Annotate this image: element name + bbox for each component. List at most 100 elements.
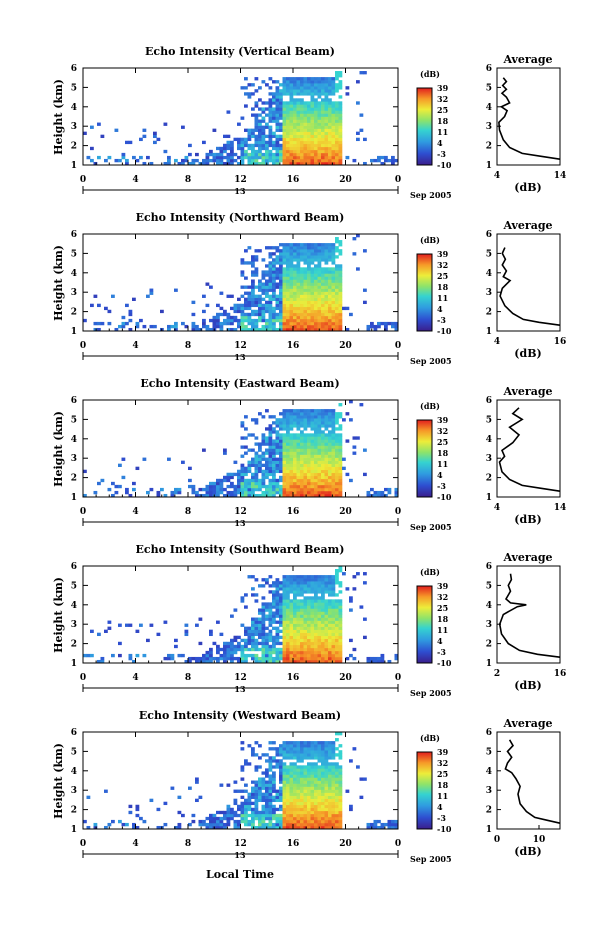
y-tick-label: 2 bbox=[71, 308, 77, 318]
heatmap-cell bbox=[310, 149, 315, 154]
heatmap-cell bbox=[324, 116, 329, 120]
heatmap-cell bbox=[212, 484, 217, 489]
heatmap-cell bbox=[286, 590, 290, 594]
heatmap-cell bbox=[324, 134, 329, 139]
heatmap-cell bbox=[286, 258, 290, 262]
heatmap-cell bbox=[338, 324, 343, 329]
heatmap-cell bbox=[300, 134, 304, 139]
heatmap-cell bbox=[216, 819, 220, 824]
heatmap-cell bbox=[324, 801, 329, 806]
heatmap-cell bbox=[317, 804, 322, 809]
heatmap-cell bbox=[328, 321, 332, 326]
heatmap-cell bbox=[328, 741, 332, 745]
heatmap-cell bbox=[335, 291, 339, 295]
heatmap-cell bbox=[331, 451, 336, 455]
heatmap-cell bbox=[258, 756, 262, 760]
heatmap-cell bbox=[317, 611, 322, 615]
heatmap-cell bbox=[366, 324, 371, 329]
heatmap-cell bbox=[335, 104, 339, 108]
heatmap-cell bbox=[300, 249, 304, 253]
heatmap-cell bbox=[314, 297, 318, 301]
heatmap-cell bbox=[261, 617, 266, 621]
heatmap-cell bbox=[286, 418, 290, 422]
heatmap-cell bbox=[300, 312, 304, 317]
heatmap-cell bbox=[324, 92, 329, 96]
heatmap-cell bbox=[282, 101, 287, 105]
heatmap-cell bbox=[289, 267, 294, 271]
heatmap-cell bbox=[314, 309, 318, 314]
heatmap-cell bbox=[310, 798, 315, 803]
heatmap-cell bbox=[296, 309, 301, 314]
heatmap-cell bbox=[226, 146, 231, 151]
heatmap-cell bbox=[149, 487, 154, 492]
heatmap-cell bbox=[230, 484, 234, 489]
heatmap-cell bbox=[314, 656, 318, 661]
x-tick-label: 20 bbox=[339, 839, 352, 849]
heatmap-cell bbox=[216, 825, 220, 830]
heatmap-cell bbox=[282, 77, 287, 81]
heatmap-cell bbox=[328, 481, 332, 486]
heatmap-cell bbox=[296, 644, 301, 649]
heatmap-cell bbox=[293, 641, 297, 646]
heatmap-cell bbox=[107, 822, 112, 827]
heatmap-cell bbox=[188, 478, 192, 483]
heatmap-cell bbox=[268, 490, 273, 495]
heatmap-cell bbox=[118, 484, 122, 489]
heatmap-cell bbox=[237, 143, 241, 148]
heatmap-cell bbox=[286, 243, 290, 247]
y-tick-label: 5 bbox=[71, 83, 77, 93]
heatmap-cell bbox=[293, 578, 297, 582]
heatmap-cell bbox=[321, 276, 325, 280]
heatmap-cell bbox=[300, 421, 304, 425]
heatmap-cell bbox=[307, 261, 311, 265]
heatmap-cell bbox=[219, 152, 224, 157]
heatmap-cell bbox=[317, 261, 322, 265]
heatmap-cell bbox=[275, 294, 280, 298]
heatmap-cell bbox=[373, 158, 378, 163]
heatmap-cell bbox=[303, 86, 308, 90]
heatmap-cell bbox=[303, 493, 308, 498]
heatmap-cell bbox=[338, 312, 343, 317]
heatmap-cell bbox=[338, 146, 343, 151]
heatmap-cell bbox=[321, 620, 325, 624]
heatmap-cell bbox=[321, 122, 325, 126]
heatmap-cell bbox=[254, 116, 259, 120]
heatmap-cell bbox=[279, 291, 283, 295]
heatmap-cell bbox=[321, 756, 325, 760]
heatmap-cell bbox=[293, 650, 297, 655]
heatmap-cell bbox=[289, 659, 294, 664]
heatmap-cell bbox=[307, 457, 311, 461]
heatmap-cell bbox=[272, 816, 276, 821]
heatmap-cell bbox=[317, 445, 322, 449]
heatmap-cell bbox=[328, 324, 332, 329]
heatmap-cell bbox=[258, 478, 262, 483]
heatmap-cell bbox=[338, 614, 343, 618]
heatmap-cell bbox=[293, 131, 297, 135]
heatmap-cell bbox=[247, 246, 252, 250]
heatmap-cell bbox=[307, 134, 311, 139]
heatmap-cell bbox=[219, 324, 224, 329]
heatmap-cell bbox=[254, 768, 259, 772]
heatmap-cell bbox=[314, 750, 318, 754]
heatmap-cell bbox=[104, 158, 108, 163]
heatmap-cell bbox=[272, 741, 276, 745]
heatmap-cell bbox=[289, 246, 294, 250]
heatmap-cell bbox=[331, 116, 336, 120]
heatmap-cell bbox=[314, 786, 318, 790]
heatmap-cell bbox=[149, 623, 154, 627]
heatmap-cell bbox=[310, 119, 315, 123]
heatmap-cell bbox=[268, 780, 273, 784]
heatmap-cell bbox=[335, 315, 339, 320]
heatmap-cell bbox=[335, 626, 339, 630]
day-bar: 13 bbox=[82, 518, 399, 528]
heatmap-cell bbox=[272, 596, 276, 600]
heatmap-cell bbox=[233, 152, 238, 157]
heatmap-cell bbox=[293, 80, 297, 84]
heatmap-cell bbox=[328, 303, 332, 308]
heatmap-cell bbox=[135, 804, 140, 809]
heatmap-cell bbox=[286, 83, 290, 87]
heatmap-cell bbox=[244, 436, 248, 440]
heatmap-cell bbox=[310, 762, 315, 766]
heatmap-cell bbox=[307, 644, 311, 649]
heatmap-cell bbox=[279, 436, 283, 440]
